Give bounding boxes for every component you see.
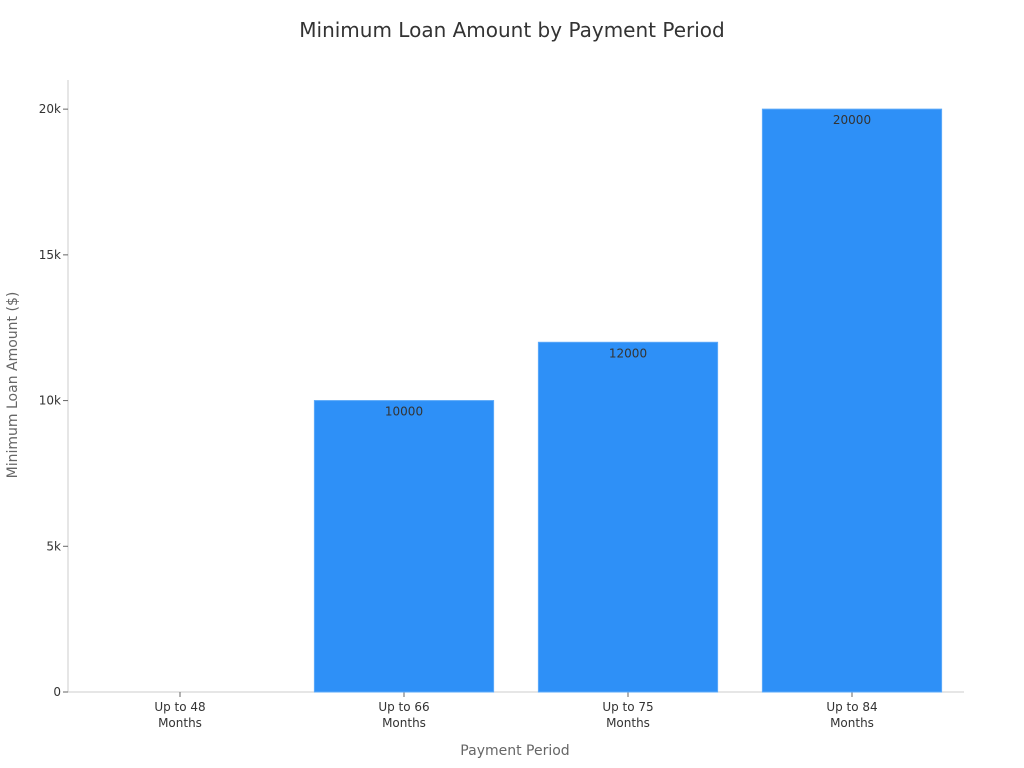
bar: [761, 108, 943, 693]
x-tick-label: Up to 66 Months: [378, 700, 429, 730]
x-tick-label: Up to 84 Months: [826, 700, 877, 730]
bar: [313, 400, 495, 693]
y-tick-label: 5k: [46, 539, 61, 553]
x-axis-title: Payment Period: [460, 743, 569, 759]
y-tick-label: 10k: [39, 394, 61, 408]
x-tick-label: Up to 48 Months: [154, 700, 205, 730]
y-tick-label: 0: [53, 685, 61, 699]
y-tick-label: 20k: [39, 102, 61, 116]
data-label: 20000: [833, 113, 871, 127]
y-axis: 0 5k 10k 15k 20k: [39, 80, 69, 699]
data-label: 12000: [609, 346, 647, 360]
data-labels: 10000 12000 20000: [385, 113, 871, 418]
y-axis-title: Minimum Loan Amount ($): [5, 292, 21, 479]
bar: [537, 341, 719, 693]
x-tick-label: Up to 75 Months: [602, 700, 653, 730]
chart-title: Minimum Loan Amount by Payment Period: [299, 18, 725, 42]
y-tick-label: 15k: [39, 248, 61, 262]
bars: [313, 108, 943, 693]
x-axis: Up to 48 Months Up to 66 Months Up to 75 Mont…: [68, 691, 964, 730]
data-label: 10000: [385, 405, 423, 419]
